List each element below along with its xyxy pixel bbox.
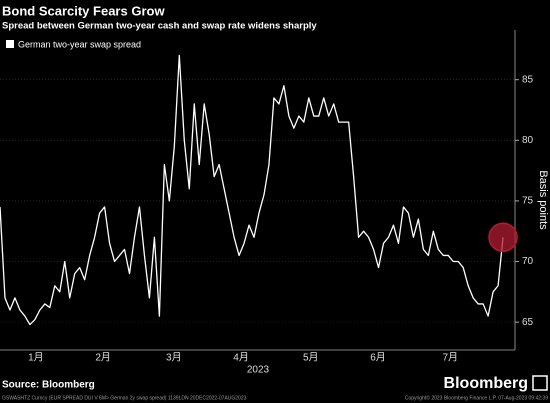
logo-icon	[532, 375, 548, 391]
y-axis-label: Basis points	[537, 170, 549, 230]
x-tick-label: 4月	[233, 352, 249, 364]
footnote: GSWASHTZ Curncy (EUR SPREAD DUI V 6M> Ge…	[2, 395, 247, 401]
x-tick-label: 5月	[303, 352, 319, 364]
copyright: Copyright© 2023 Bloomberg Finance L.P. 0…	[405, 394, 548, 401]
source: Source: Bloomberg	[2, 380, 95, 391]
y-tick-label: 75	[522, 196, 534, 207]
x-tick-label: 3月	[166, 352, 182, 364]
chart-title: Bond Scarcity Fears Grow	[2, 3, 165, 18]
x-tick-label: 6月	[370, 352, 386, 364]
y-tick-label: 85	[522, 74, 534, 85]
y-tick-label: 65	[522, 317, 534, 328]
x-tick-label: 1月	[28, 352, 44, 364]
x-tick-label: 7月	[442, 352, 458, 364]
series-line	[0, 54, 504, 326]
chart-subtitle: Spread between German two-year cash and …	[2, 21, 317, 32]
y-tick-label: 80	[522, 135, 534, 146]
x-tick-label: 2月	[95, 352, 111, 364]
logo: Bloomberg	[444, 375, 528, 392]
legend-label: German two-year swap spread	[18, 39, 141, 49]
y-tick-label: 70	[522, 256, 534, 267]
highlight-marker	[488, 222, 518, 253]
x-axis-label: 2023	[247, 365, 270, 376]
legend-swatch	[6, 40, 14, 48]
